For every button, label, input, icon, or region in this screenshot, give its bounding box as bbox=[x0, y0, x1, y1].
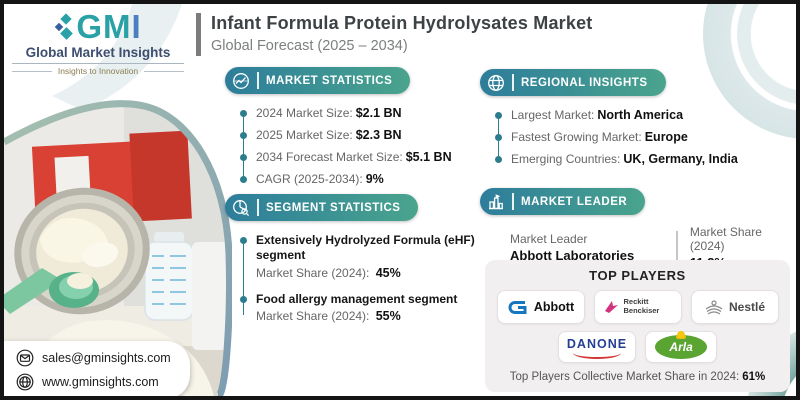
market-leader-header: MARKET LEADER bbox=[480, 188, 646, 215]
list-item: Largest Market: North America bbox=[495, 108, 738, 122]
segment-statistics-icon bbox=[233, 199, 250, 216]
contact-website[interactable]: www.gminsights.com bbox=[16, 373, 178, 391]
gmi-logo-mark-icon bbox=[55, 13, 74, 40]
pill-separator bbox=[512, 193, 514, 210]
arla-flower-icon bbox=[677, 331, 686, 339]
section-title: REGIONAL INSIGHTS bbox=[521, 76, 648, 89]
player-card-abbott: Abbott bbox=[496, 290, 585, 324]
segment-name: Extensively Hydrolyzed Formula (eHF) seg… bbox=[256, 232, 475, 263]
gmi-logo: GMI Global Market Insights Insights to I… bbox=[12, 10, 184, 76]
section-market-statistics: MARKET STATISTICS 2024 Market Size: $2.1 … bbox=[225, 67, 452, 194]
player-card-danone: DANONE bbox=[557, 331, 637, 363]
danone-logo: DANONE bbox=[567, 335, 627, 359]
pill-separator bbox=[257, 72, 259, 89]
pill-separator bbox=[257, 199, 259, 216]
divider bbox=[676, 231, 678, 263]
market-leader-company: Market Leader Abbott Laboratories bbox=[510, 231, 635, 263]
section-regional-insights: REGIONAL INSIGHTS Largest Market: North A… bbox=[480, 69, 738, 174]
list-item: Fastest Growing Market: Europe bbox=[495, 130, 738, 144]
section-title: MARKET LEADER bbox=[521, 195, 628, 208]
market-leader-details: Market Leader Abbott Laboratories Market… bbox=[510, 225, 796, 270]
list-item: Emerging Countries: UK, Germany, India bbox=[495, 152, 738, 166]
list-item: CAGR (2025-2034): 9% bbox=[240, 172, 452, 186]
segment-share: Market Share (2024): 55% bbox=[256, 309, 401, 324]
regional-insights-list: Largest Market: North America Fastest Gro… bbox=[495, 108, 738, 166]
regional-insights-header: REGIONAL INSIGHTS bbox=[480, 69, 666, 96]
top-players-row-2: DANONE Arla bbox=[495, 331, 780, 363]
section-title: MARKET STATISTICS bbox=[266, 74, 393, 87]
contact-email[interactable]: sales@gminsights.com bbox=[16, 349, 178, 367]
list-item: 2024 Market Size: $2.1 BN bbox=[240, 106, 452, 120]
list-item: 2025 Market Size: $2.3 BN bbox=[240, 128, 452, 142]
arla-logo: Arla bbox=[655, 331, 708, 359]
market-statistics-list: 2024 Market Size: $2.1 BN 2025 Market Siz… bbox=[240, 106, 452, 186]
pill-separator bbox=[512, 74, 514, 91]
gmi-wordmark: GMI bbox=[76, 8, 142, 45]
email-icon bbox=[16, 349, 34, 367]
brand-tagline: Insights to Innovation bbox=[12, 66, 184, 76]
reckitt-logo-icon bbox=[604, 300, 618, 313]
contact-email-text: sales@gminsights.com bbox=[42, 351, 171, 365]
top-players-box: TOP PLAYERS Abbott Reckitt Benckiser bbox=[485, 260, 790, 392]
contact-website-text: www.gminsights.com bbox=[42, 375, 159, 389]
top-players-footer: Top Players Collective Market Share in 2… bbox=[509, 371, 766, 383]
brand-name: Global Market Insights bbox=[12, 45, 184, 64]
player-card-arla: Arla bbox=[645, 331, 718, 363]
segment-statistics-header: SEGMENT STATISTICS bbox=[225, 194, 419, 221]
list-item: 2034 Forecast Market Size: $5.1 BN bbox=[240, 150, 452, 164]
abbott-logo-icon bbox=[508, 300, 527, 314]
segment-name: Food allergy management segment bbox=[256, 291, 458, 306]
market-leader-icon bbox=[489, 193, 503, 209]
header: Infant Formula Protein Hydrolysates Mark… bbox=[196, 13, 593, 56]
section-title: SEGMENT STATISTICS bbox=[266, 201, 401, 214]
segment-share: Market Share (2024): 45% bbox=[256, 265, 401, 280]
danone-smile-icon bbox=[572, 353, 622, 359]
nestle-nest-icon bbox=[705, 300, 723, 315]
player-card-reckitt: Reckitt Benckiser bbox=[593, 290, 682, 324]
section-segment-statistics: SEGMENT STATISTICS Extensively Hydrolyze… bbox=[225, 194, 488, 335]
title-accent-bar bbox=[196, 13, 201, 56]
segment-statistics-list: Extensively Hydrolyzed Formula (eHF) seg… bbox=[240, 233, 488, 324]
market-statistics-header: MARKET STATISTICS bbox=[225, 67, 411, 94]
market-statistics-icon bbox=[233, 72, 249, 89]
globe-icon bbox=[16, 373, 34, 391]
regional-insights-icon bbox=[488, 74, 504, 91]
list-item: Food allergy management segment Market S… bbox=[240, 291, 488, 324]
top-players-title: TOP PLAYERS bbox=[589, 268, 686, 283]
section-market-leader: MARKET LEADER Market Leader Abbott Labor… bbox=[480, 188, 796, 270]
page-title: Infant Formula Protein Hydrolysates Mark… bbox=[211, 13, 593, 33]
page-subtitle: Global Forecast (2025 – 2034) bbox=[211, 37, 408, 54]
top-players-row-1: Abbott Reckitt Benckiser Nestlé bbox=[495, 290, 780, 324]
player-card-nestle: Nestlé bbox=[690, 290, 779, 324]
contact-card: sales@gminsights.com www.gminsights.com bbox=[4, 341, 190, 396]
list-item: Extensively Hydrolyzed Formula (eHF) seg… bbox=[240, 233, 488, 280]
